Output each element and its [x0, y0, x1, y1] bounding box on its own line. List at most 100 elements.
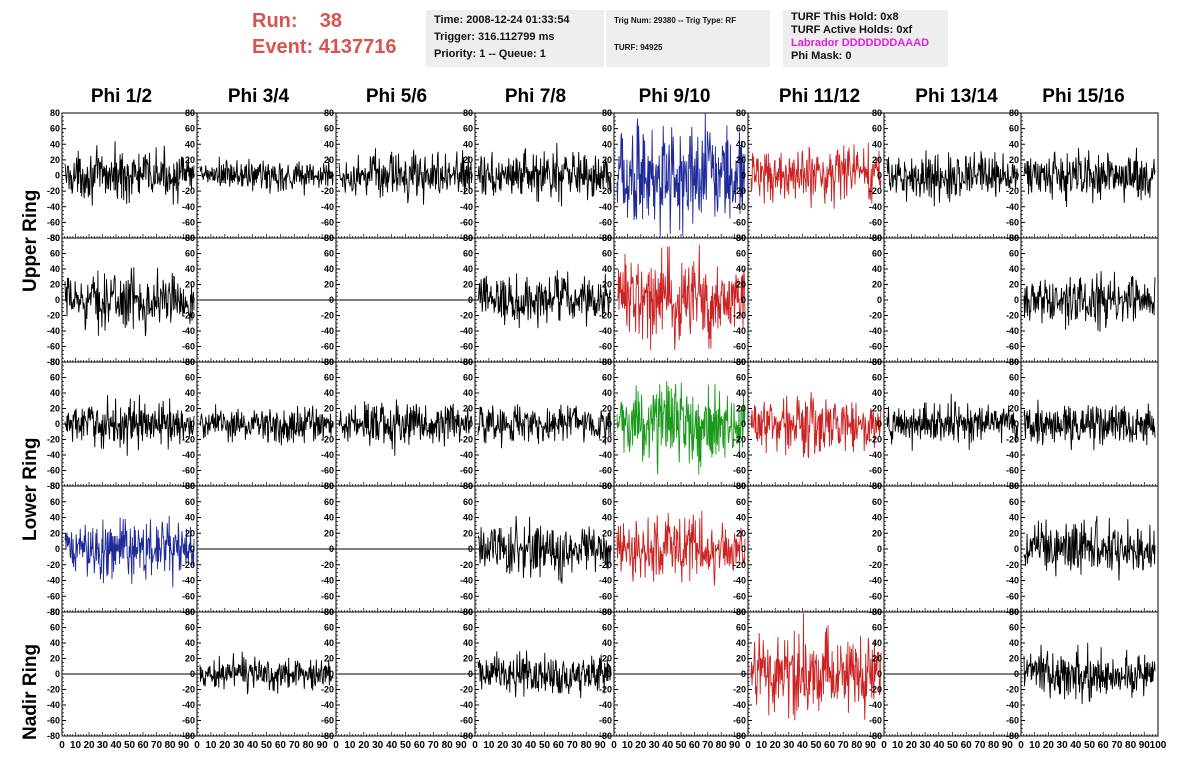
y-tick-label: -60 — [321, 716, 334, 726]
y-tick-label: -40 — [460, 576, 473, 586]
y-tick-label: -20 — [869, 311, 882, 321]
y-tick-label: 60 — [185, 497, 195, 507]
y-tick-label: -40 — [733, 700, 746, 710]
y-tick-label: -60 — [599, 342, 612, 352]
y-tick-label: 60 — [463, 623, 473, 633]
y-tick-label: -60 — [733, 466, 746, 476]
y-tick-label: -40 — [869, 700, 882, 710]
y-tick-label: 80 — [872, 607, 882, 617]
y-tick-label: 20 — [324, 155, 334, 165]
waveform-cell-nadir-2: 80 60 40 20 0 -20 -40 -60 -80 — [182, 607, 337, 741]
y-tick-label: -40 — [182, 700, 195, 710]
waveform-cell-nadir-3: 80 60 40 20 0 -20 -40 -60 -80 — [321, 607, 476, 741]
y-tick-label: 20 — [1009, 155, 1019, 165]
y-tick-label: -60 — [599, 466, 612, 476]
y-tick-label: 0 — [55, 171, 60, 181]
x-tick-label: 70 — [151, 740, 163, 751]
y-tick-label: -20 — [599, 685, 612, 695]
x-tick-label: 0 — [472, 740, 478, 751]
y-tick-label: 40 — [324, 638, 334, 648]
x-tick-label: 30 — [1057, 740, 1069, 751]
y-tick-label: 20 — [602, 280, 612, 290]
y-tick-label: 20 — [185, 280, 195, 290]
x-tick-label: 30 — [372, 740, 384, 751]
waveform-trace — [616, 244, 746, 351]
y-tick-label: -40 — [733, 326, 746, 336]
x-tick-label: 50 — [810, 740, 822, 751]
y-tick-label: 40 — [602, 388, 612, 398]
waveform-trace — [750, 392, 882, 458]
x-tick-label: 60 — [275, 740, 287, 751]
y-tick-label: -80 — [47, 357, 60, 367]
x-tick-label: 90 — [595, 740, 607, 751]
x-tick-label: 90 — [317, 740, 329, 751]
y-tick-label: 80 — [185, 108, 195, 118]
x-tick-label: 70 — [428, 740, 440, 751]
y-tick-label: 40 — [324, 513, 334, 523]
x-tick-label: 0 — [1018, 740, 1024, 751]
y-tick-label: 80 — [602, 108, 612, 118]
y-tick-label: 80 — [602, 233, 612, 243]
y-tick-label: 80 — [324, 481, 334, 491]
y-tick-label: -60 — [869, 591, 882, 601]
x-tick-label: 0 — [59, 740, 65, 751]
x-tick-label: 60 — [824, 740, 836, 751]
y-tick-label: -80 — [47, 607, 60, 617]
y-tick-label: 0 — [468, 171, 473, 181]
y-tick-label: -20 — [1006, 560, 1019, 570]
y-tick-label: 20 — [185, 155, 195, 165]
y-tick-label: -60 — [47, 716, 60, 726]
y-tick-label: -20 — [321, 186, 334, 196]
y-tick-label: 40 — [1009, 264, 1019, 274]
waveform-cell-nadir-5: 80 60 40 20 0 -20 -40 -60 -80 — [599, 607, 749, 741]
x-tick-label: 20 — [906, 740, 918, 751]
y-tick-label: -40 — [1006, 202, 1019, 212]
run-label: Run: — [252, 10, 298, 32]
y-tick-label: 60 — [324, 497, 334, 507]
y-tick-label: 0 — [877, 669, 882, 679]
waveform-trace — [64, 141, 195, 206]
waveform-trace — [338, 148, 473, 205]
y-tick-label: 0 — [190, 544, 195, 554]
y-tick-label: 0 — [741, 171, 746, 181]
y-tick-label: -40 — [599, 700, 612, 710]
y-tick-label: 20 — [872, 654, 882, 664]
y-tick-label: -40 — [460, 202, 473, 212]
y-tick-label: 0 — [607, 419, 612, 429]
y-tick-label: 60 — [50, 373, 60, 383]
x-tick-label: 40 — [797, 740, 809, 751]
y-tick-label: -40 — [869, 450, 882, 460]
x-tick-label: 20 — [1043, 740, 1055, 751]
y-tick-label: -60 — [460, 591, 473, 601]
y-tick-label: -40 — [599, 450, 612, 460]
y-tick-label: -20 — [733, 311, 746, 321]
y-tick-label: 80 — [324, 233, 334, 243]
y-tick-label: 60 — [872, 249, 882, 259]
waveform-trace — [750, 142, 882, 209]
y-tick-label: -40 — [321, 202, 334, 212]
waveform-cell-nadir-6: 80 60 40 20 0 -20 -40 -60 -80 — [733, 607, 885, 741]
y-tick-label: 20 — [736, 654, 746, 664]
y-tick-label: 20 — [185, 528, 195, 538]
y-tick-label: 80 — [463, 357, 473, 367]
y-tick-label: -40 — [869, 202, 882, 212]
y-tick-label: -20 — [869, 560, 882, 570]
y-tick-label: -40 — [321, 450, 334, 460]
waveform-trace — [199, 404, 334, 446]
y-tick-label: 80 — [736, 481, 746, 491]
y-tick-label: -40 — [460, 700, 473, 710]
waveform-trace — [616, 112, 746, 237]
y-tick-label: 80 — [185, 481, 195, 491]
y-tick-label: -80 — [47, 481, 60, 491]
y-tick-label: 20 — [602, 155, 612, 165]
y-tick-label: 40 — [602, 139, 612, 149]
y-tick-label: 40 — [50, 264, 60, 274]
y-tick-label: 60 — [324, 249, 334, 259]
column-header-phi-7-8: Phi 7/8 — [504, 86, 567, 107]
